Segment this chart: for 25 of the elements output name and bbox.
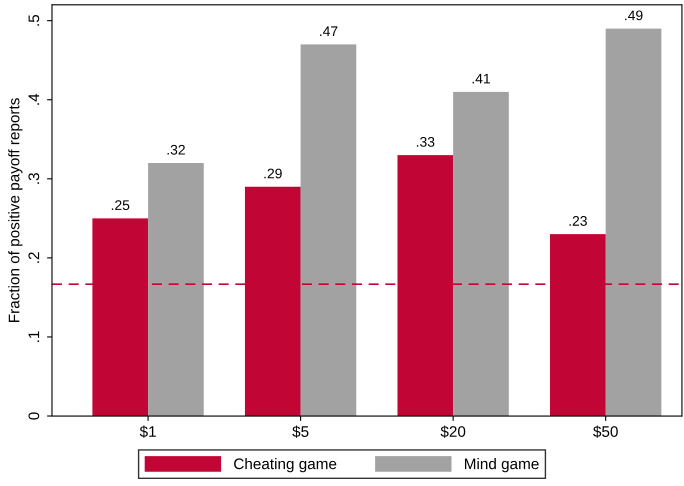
y-tick-label: .1: [28, 331, 40, 342]
bar: [606, 28, 662, 416]
legend-label: Cheating game: [234, 458, 336, 472]
data-label: .47: [320, 26, 338, 36]
y-tick-label: .3: [28, 173, 40, 184]
x-tick-label: $50: [593, 426, 618, 438]
y-axis-title: Fraction of positive payoff reports: [8, 98, 22, 322]
data-label: .32: [168, 144, 185, 155]
legend-label: Mind game: [464, 458, 539, 472]
data-label: .29: [264, 168, 282, 178]
data-label: .41: [472, 74, 490, 84]
y-tick-label: .4: [28, 94, 40, 105]
x-tick-label: $20: [440, 426, 466, 438]
bar: [148, 162, 204, 416]
data-label: .33: [416, 136, 434, 147]
y-tick-label: 0: [28, 412, 40, 420]
data-label: .49: [625, 10, 643, 20]
data-label: .25: [112, 200, 130, 210]
bar: [453, 92, 509, 416]
y-tick-label: .2: [28, 252, 40, 263]
x-tick-label: $5: [292, 426, 308, 438]
data-label: .23: [569, 216, 587, 226]
bar: [300, 44, 356, 416]
x-tick-label: $1: [140, 426, 156, 438]
y-tick-label: .5: [28, 14, 40, 26]
